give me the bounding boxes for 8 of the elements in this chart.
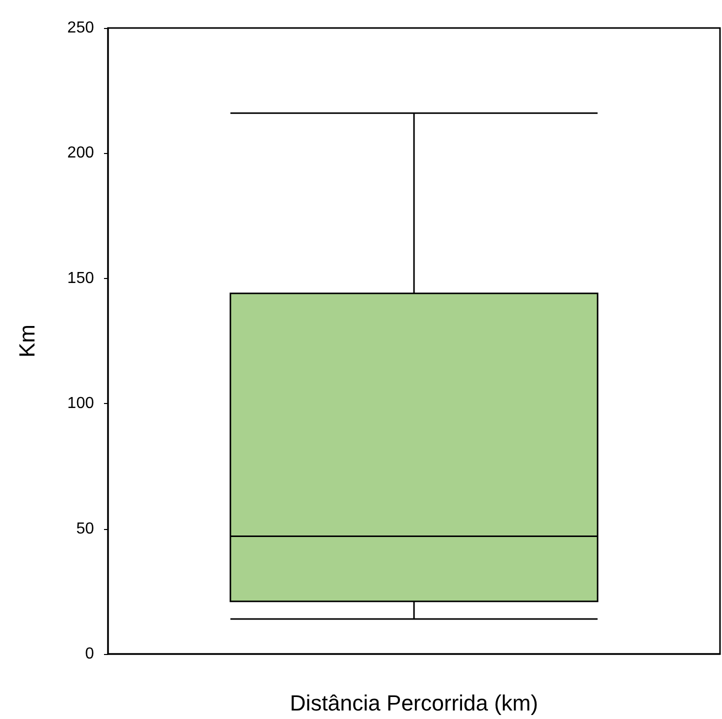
y-tick-label: 100 bbox=[67, 395, 94, 412]
y-tick-label: 50 bbox=[76, 520, 94, 538]
y-axis-title: Km bbox=[14, 324, 40, 358]
y-tick-label: 0 bbox=[85, 646, 94, 662]
y-tick-label: 250 bbox=[67, 20, 94, 36]
x-axis-title: Distância Percorrida (km) bbox=[290, 690, 538, 716]
y-tick-label: 200 bbox=[67, 144, 94, 162]
y-tick-label: 150 bbox=[67, 270, 94, 287]
